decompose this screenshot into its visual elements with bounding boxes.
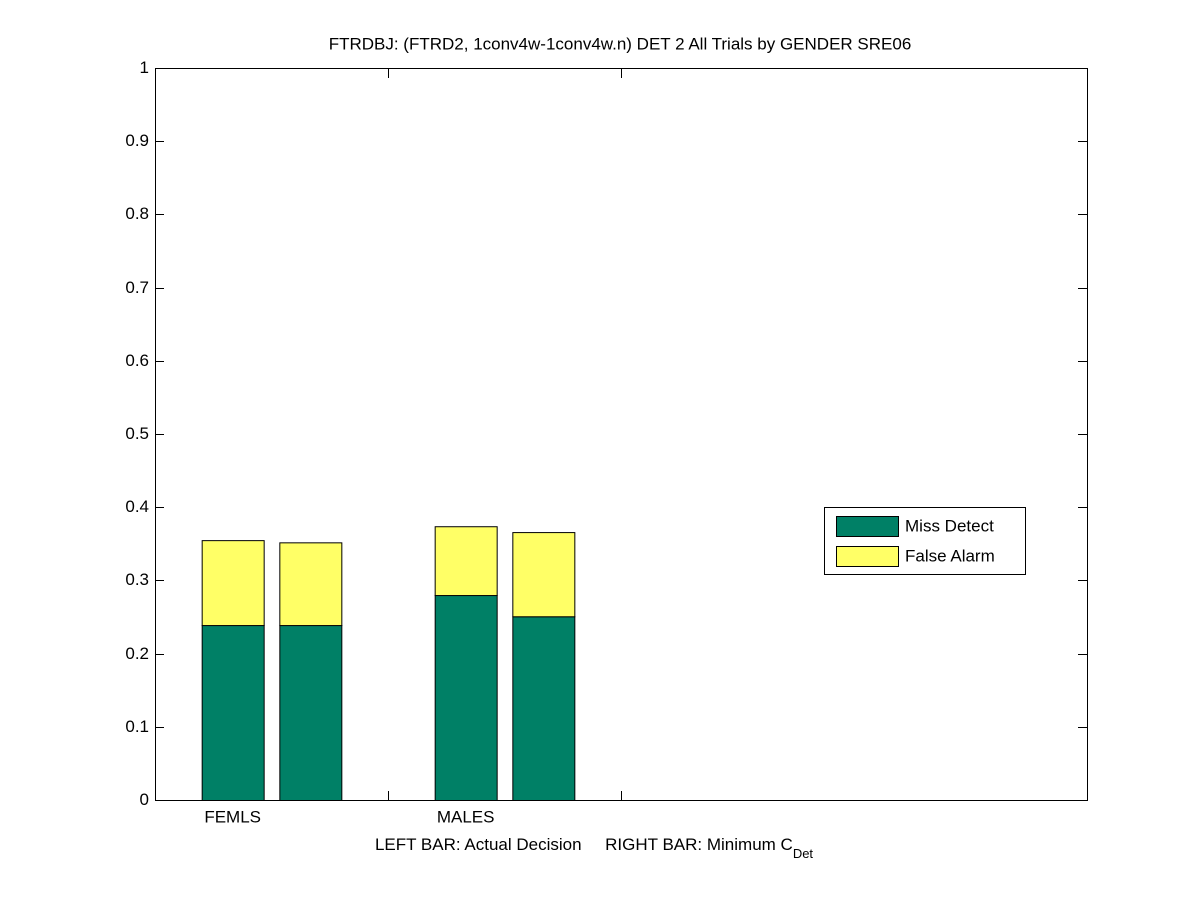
legend-label: Miss Detect [905, 516, 994, 535]
y-tick-label: 0.5 [125, 424, 149, 443]
y-tick-label: 0.4 [125, 497, 149, 516]
bar-segment [279, 542, 343, 627]
bar-segment [512, 616, 576, 801]
x-tick-label: FEMLS [204, 807, 261, 826]
y-tick-label: 0 [140, 790, 149, 809]
x-axis-label-text: LEFT BAR: Actual Decision RIGHT BAR: Min… [375, 835, 793, 854]
x-axis-label-subscript: Det [793, 846, 814, 861]
y-tick-label: 0.3 [125, 570, 149, 589]
bar-segment [201, 540, 265, 627]
y-tick-label: 0.1 [125, 717, 149, 736]
bar-segment [201, 625, 265, 801]
y-tick-label: 0.8 [125, 204, 149, 223]
legend: Miss Detect False Alarm [824, 507, 1026, 575]
bar-segment [434, 595, 498, 801]
bar-segment [434, 526, 498, 597]
legend-swatch [836, 516, 899, 537]
y-tick-label: 1 [140, 58, 149, 77]
y-tick-label: 0.2 [125, 644, 149, 663]
y-tick-label: 0.6 [125, 351, 149, 370]
chart-title: FTRDBJ: (FTRD2, 1conv4w-1conv4w.n) DET 2… [329, 34, 912, 53]
y-tick-label: 0.7 [125, 278, 149, 297]
bar-segment [512, 532, 576, 618]
legend-swatch [836, 546, 899, 567]
x-tick-label: MALES [437, 807, 495, 826]
bar-segment [279, 625, 343, 801]
y-tick-label: 0.9 [125, 131, 149, 150]
x-axis-label: LEFT BAR: Actual Decision RIGHT BAR: Min… [375, 835, 813, 861]
legend-label: False Alarm [905, 546, 995, 565]
